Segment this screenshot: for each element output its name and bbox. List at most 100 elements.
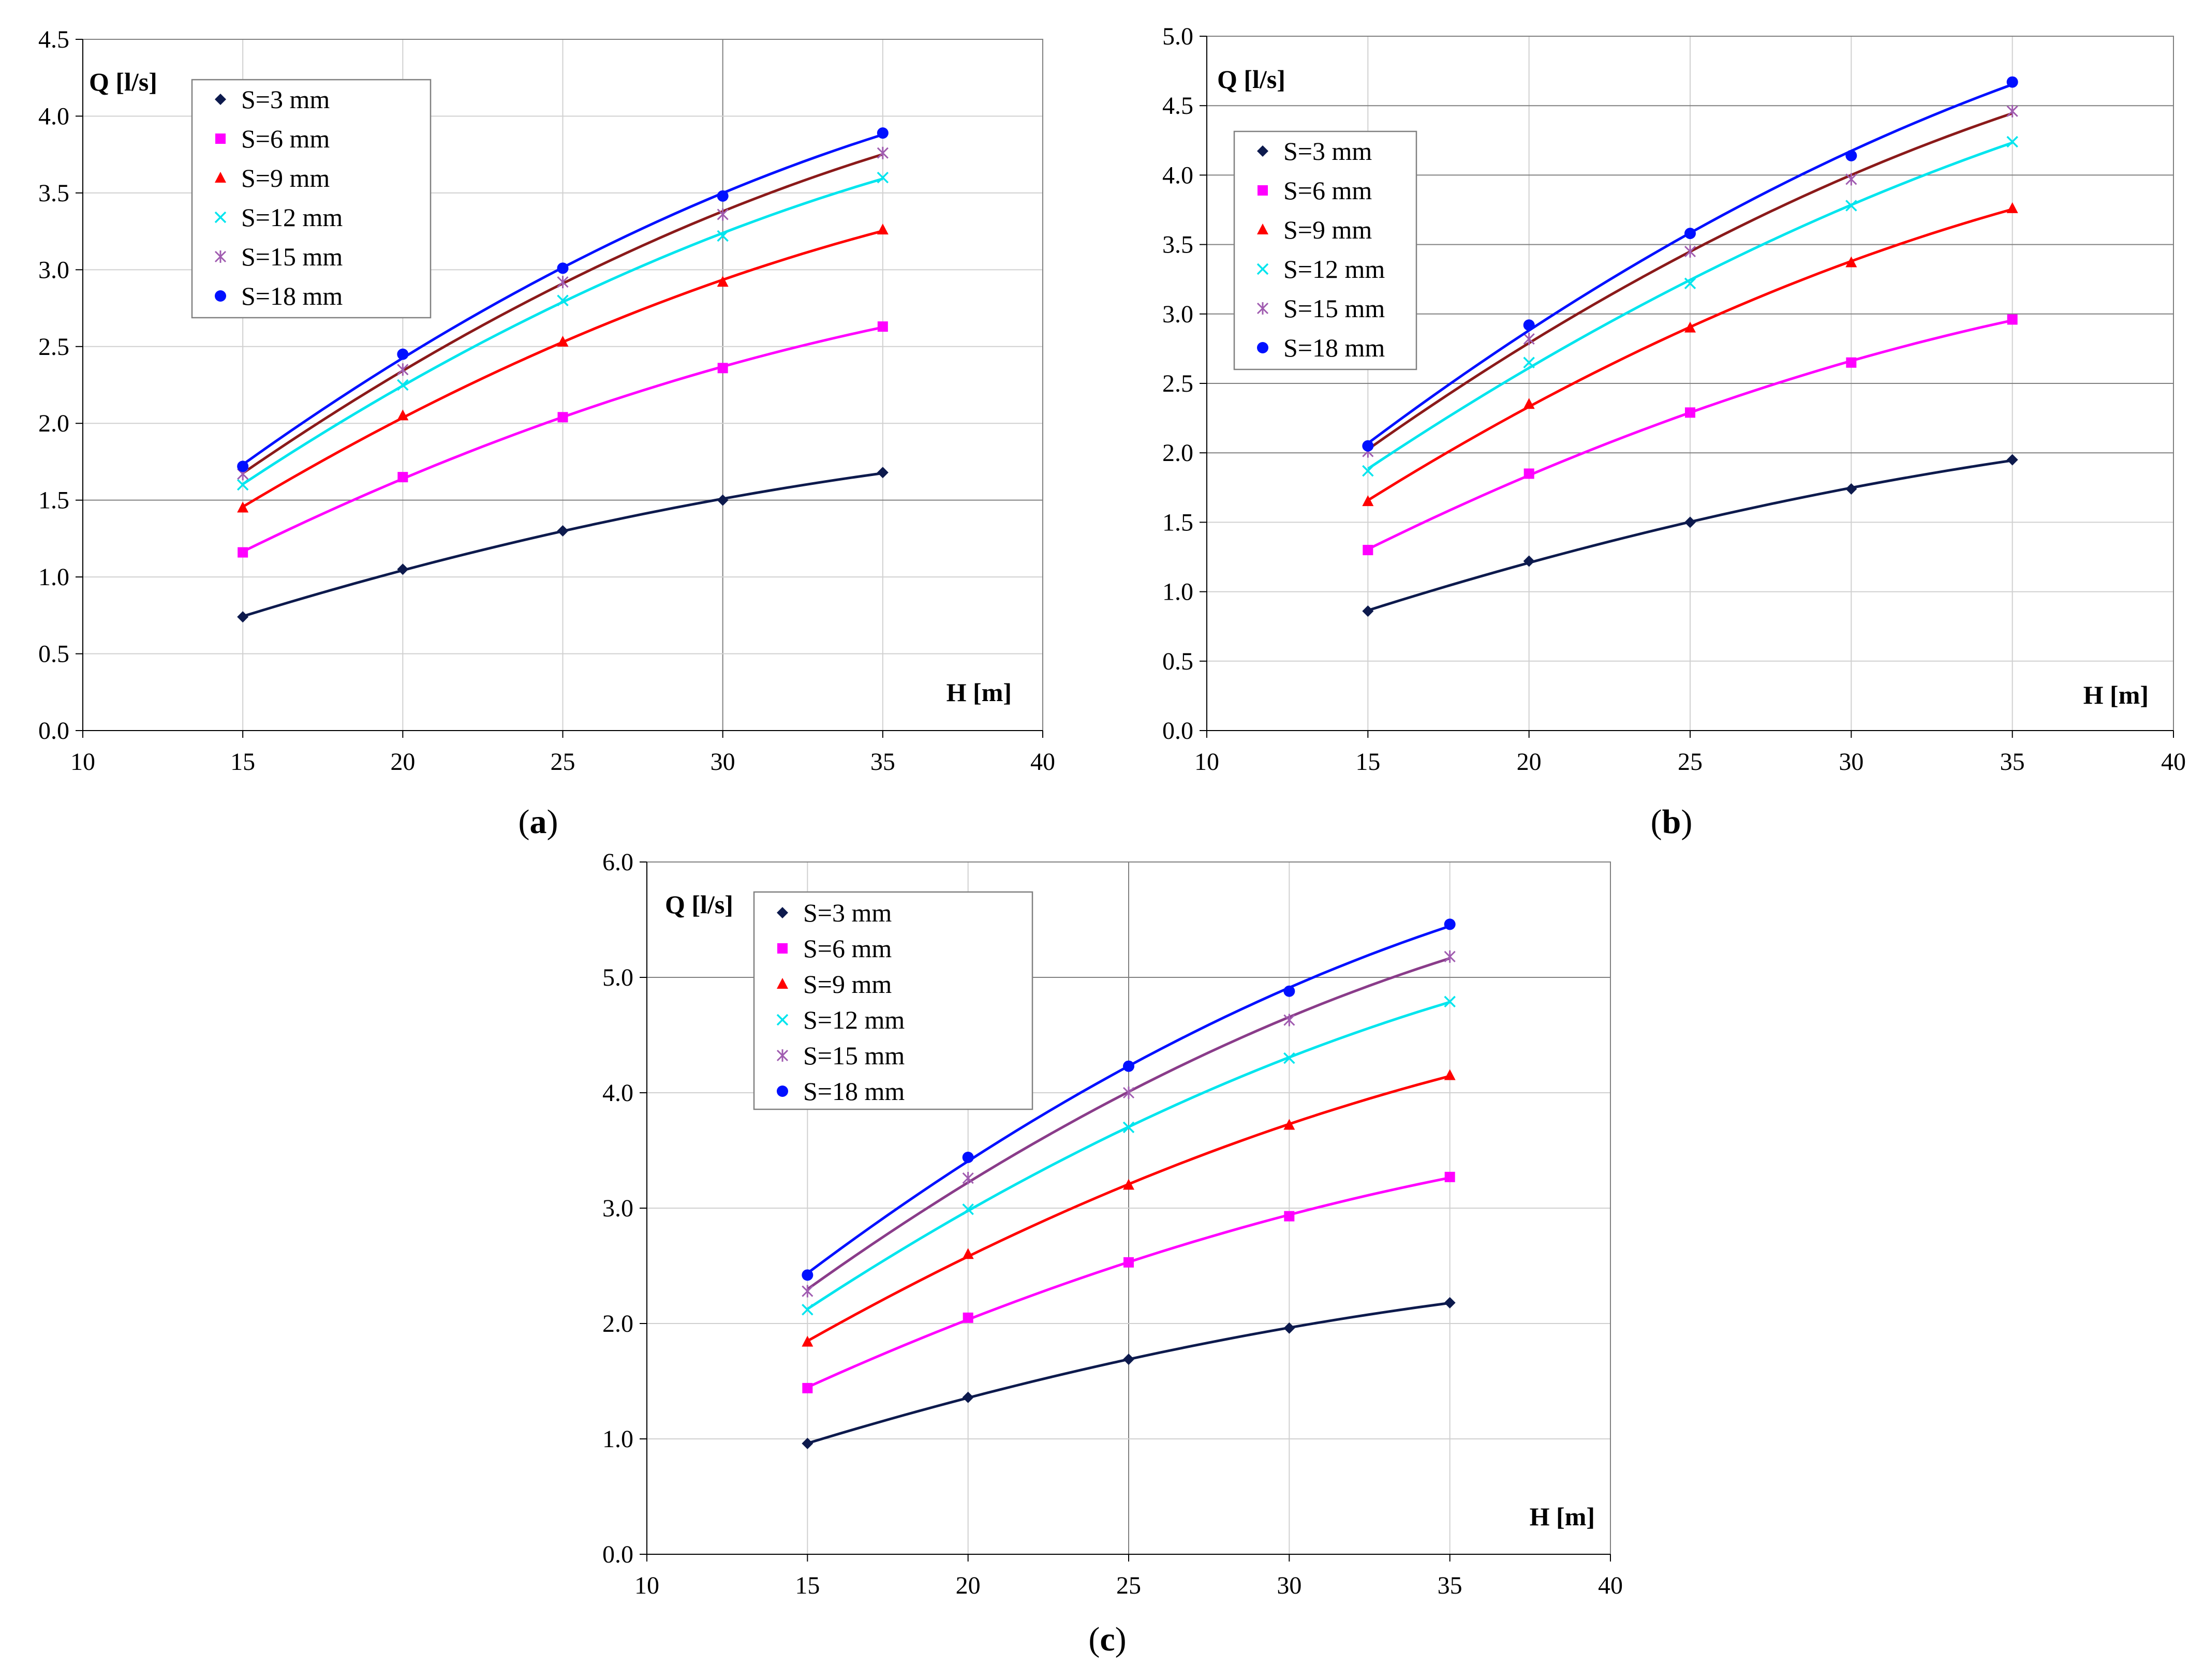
data-point — [2006, 105, 2018, 117]
data-point — [1523, 333, 1535, 346]
legend-marker — [1257, 342, 1268, 353]
data-point — [1845, 256, 1857, 267]
series-s6mm — [802, 1171, 1455, 1393]
data-point — [1362, 465, 1374, 477]
x-tick-label: 35 — [1438, 1572, 1462, 1599]
data-point — [802, 1437, 813, 1449]
x-tick-label: 35 — [870, 748, 895, 776]
series-trendline — [242, 177, 883, 485]
data-point — [1444, 918, 1456, 930]
y-tick-label: 0.5 — [38, 641, 69, 668]
legend-label: S=9 mm — [241, 163, 330, 192]
y-tick-label: 2.0 — [1162, 439, 1193, 467]
data-point — [557, 525, 569, 537]
legend-label: S=18 mm — [803, 1077, 905, 1106]
data-point — [1845, 150, 1857, 161]
data-point — [1684, 321, 1696, 333]
legend-box — [753, 891, 1033, 1110]
data-point — [1684, 245, 1696, 258]
legend-label: S=15 mm — [803, 1041, 905, 1070]
x-tick-label: 40 — [1598, 1572, 1623, 1599]
y-axis-title: Q [l/s] — [89, 67, 157, 96]
series-s9mm — [802, 1069, 1456, 1347]
legend-marker — [215, 172, 226, 183]
data-point — [802, 1304, 813, 1316]
data-point — [877, 146, 889, 159]
legend-marker — [777, 943, 788, 954]
x-tick-label: 15 — [795, 1572, 820, 1599]
data-point — [802, 1285, 813, 1298]
data-point — [397, 563, 409, 575]
x-axis-title: H [m] — [1530, 1502, 1595, 1531]
data-point — [1362, 440, 1374, 452]
x-tick-label: 10 — [634, 1572, 659, 1599]
data-point — [2006, 76, 2018, 88]
x-tick-label: 35 — [2000, 748, 2025, 776]
x-tick-label: 20 — [1517, 748, 1542, 776]
data-point — [717, 494, 729, 506]
y-tick-label: 1.0 — [1162, 578, 1193, 606]
data-point — [1684, 277, 1696, 289]
data-point — [1444, 1297, 1456, 1309]
data-point — [802, 1269, 813, 1281]
data-point — [1845, 483, 1857, 495]
series-s6mm — [1363, 314, 2018, 556]
y-tick-label: 4.0 — [38, 102, 69, 130]
data-point — [1122, 1121, 1135, 1134]
legend-marker — [214, 211, 227, 224]
series-s18mm — [1362, 76, 2018, 452]
y-tick-label: 3.5 — [1162, 231, 1193, 259]
series-s15mm — [1362, 105, 2018, 458]
x-axis-title: H [m] — [946, 678, 1012, 707]
y-tick-label: 4.0 — [602, 1079, 633, 1107]
y-tick-label: 2.0 — [602, 1310, 633, 1337]
data-point — [1362, 605, 1374, 617]
legend-label: S=18 mm — [1283, 333, 1385, 362]
x-tick-label: 40 — [1030, 748, 1055, 776]
x-tick-label: 40 — [2161, 748, 2186, 776]
panel-caption: (b) — [1651, 803, 1693, 841]
y-tick-label: 5.0 — [1162, 23, 1193, 50]
y-tick-label: 1.5 — [1162, 509, 1193, 536]
x-tick-label: 10 — [70, 748, 95, 776]
legend-label: S=12 mm — [241, 203, 343, 232]
data-point — [1684, 228, 1696, 240]
legend-label: S=3 mm — [1283, 137, 1372, 166]
data-point — [1283, 985, 1295, 997]
legend-label: S=9 mm — [803, 970, 892, 999]
y-tick-label: 2.5 — [38, 333, 69, 361]
data-point — [2006, 136, 2018, 148]
data-point — [1123, 1179, 1134, 1190]
y-axis-title: Q [l/s] — [1217, 65, 1285, 94]
data-point — [1523, 468, 1534, 479]
data-point — [1523, 319, 1535, 331]
legend-marker — [1256, 302, 1269, 315]
data-point — [962, 1151, 974, 1163]
legend-label: S=6 mm — [1283, 176, 1372, 205]
data-point — [557, 262, 569, 274]
data-point — [237, 611, 249, 623]
legend-label: S=15 mm — [1283, 294, 1385, 323]
y-tick-label: 3.0 — [38, 256, 69, 284]
data-point — [962, 1248, 974, 1259]
series-s12mm — [802, 995, 1456, 1316]
data-point — [397, 472, 408, 483]
y-tick-label: 4.0 — [1162, 161, 1193, 189]
series-s3mm — [1362, 454, 2018, 617]
data-point — [1122, 1087, 1135, 1099]
legend-label: S=15 mm — [241, 242, 343, 271]
y-tick-label: 3.0 — [602, 1195, 633, 1222]
legend-label: S=3 mm — [241, 85, 330, 114]
data-point — [1123, 1257, 1134, 1268]
legend-label: S=9 mm — [1283, 215, 1372, 244]
legend-marker — [776, 1049, 789, 1062]
data-point — [877, 224, 889, 235]
chart-panel-c: 10 15 20 25 30 35 40 0.0 1.0 2.0 3.0 4.0 5.0 6.0 Q [l/… — [602, 849, 1623, 1658]
y-tick-label: 0.0 — [602, 1541, 633, 1568]
y-axis-title: Q [l/s] — [665, 890, 733, 919]
x-tick-label: 25 — [1116, 1572, 1141, 1599]
y-tick-label: 0.0 — [1162, 717, 1193, 745]
data-point — [1845, 173, 1857, 186]
data-point — [237, 501, 249, 513]
data-point — [717, 208, 729, 221]
